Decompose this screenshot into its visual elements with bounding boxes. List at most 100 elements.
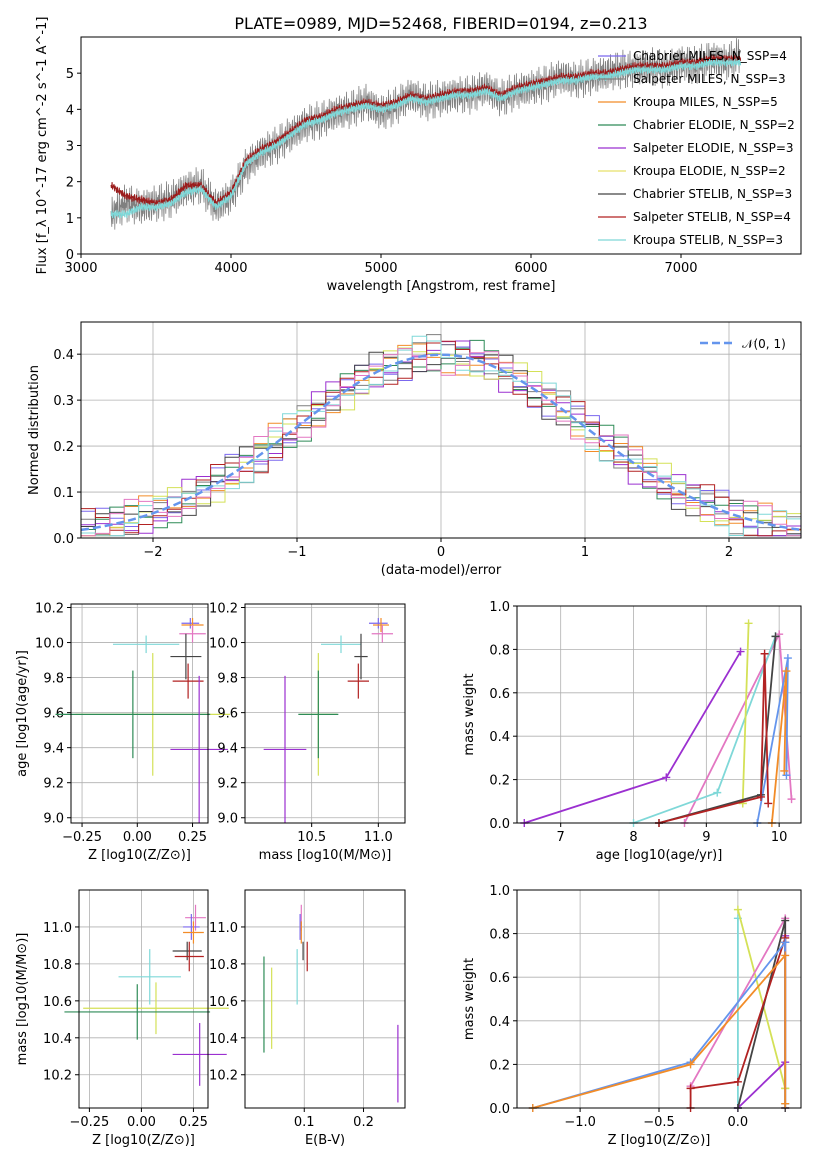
spectrum-line: [110, 57, 742, 219]
y-tick-label: 1.0: [489, 884, 510, 899]
x-axis-label: mass [log10(M/M⊙)]: [259, 848, 392, 863]
y-tick-label: 10.2: [209, 1069, 238, 1084]
x-axis-label: Z [log10(Z/Z⊙)]: [92, 1133, 195, 1148]
legend-label: Chabrier ELODIE, N_SSP=2: [633, 118, 795, 132]
y-tick-label: 0.6: [489, 971, 510, 986]
y-tick-label: 10.2: [35, 602, 64, 617]
y-tick-label: 10.8: [43, 958, 72, 973]
weight-line: [532, 952, 787, 1109]
y-tick-label: 9.4: [43, 742, 64, 757]
y-axis-label: mass weight: [462, 673, 477, 755]
legend-label: Chabrier MILES, N_SSP=4: [633, 49, 787, 63]
y-tick-label: 0.2: [489, 1058, 510, 1073]
weight-marker: [686, 1084, 695, 1093]
y-tick-label: 0.0: [489, 1102, 510, 1117]
y-tick-label: 4: [66, 103, 74, 118]
x-tick-label: 5000: [364, 261, 397, 276]
y-tick-label: 0.2: [489, 774, 510, 789]
legend-label: Kroupa STELIB, N_SSP=3: [633, 233, 783, 247]
y-tick-label: 9.6: [217, 707, 238, 722]
panel-2-axes: [67, 604, 208, 827]
y-tick-label: 0.3: [53, 394, 74, 409]
y-tick-label: 9.6: [43, 707, 64, 722]
y-tick-label: 0: [66, 248, 74, 263]
y-tick-label: 10.6: [209, 995, 238, 1010]
y-tick-label: 0.1: [53, 486, 74, 501]
chart-title: PLATE=0989, MJD=52468, FIBERID=0194, z=0…: [234, 14, 647, 33]
x-tick-label: −0.25: [69, 1115, 109, 1130]
y-tick-label: 0.4: [489, 730, 510, 745]
plot-frame: [80, 36, 802, 255]
x-axis-label: Z [log10(Z/Z⊙)]: [608, 1133, 711, 1148]
weight-marker: [780, 766, 789, 775]
y-tick-label: 0.0: [53, 532, 74, 547]
weight-marker: [783, 654, 792, 663]
normal-curve: [80, 353, 802, 532]
y-tick-label: 10.2: [43, 1069, 72, 1084]
plot-frame: [516, 605, 802, 824]
x-tick-label: 3000: [64, 261, 97, 276]
x-tick-label: 0: [437, 545, 445, 560]
histogram-series: [81, 348, 801, 537]
x-tick-label: 9: [702, 830, 710, 845]
x-tick-label: 1: [581, 545, 589, 560]
legend-label: Salpeter STELIB, N_SSP=4: [633, 210, 791, 224]
plot-frame: [244, 603, 406, 824]
y-axis-label: mass [log10(M/M⊙)]: [15, 933, 30, 1066]
x-tick-label: 7: [557, 830, 565, 845]
y-tick-label: 1: [66, 212, 74, 227]
weight-marker: [771, 632, 780, 641]
x-tick-label: 2: [725, 545, 733, 560]
x-tick-label: 0.25: [179, 1115, 208, 1130]
x-axis-label: (data-model)/error: [381, 563, 502, 578]
x-tick-label: 8: [629, 830, 637, 845]
y-tick-label: 5: [66, 67, 74, 82]
y-tick-label: 9.0: [217, 812, 238, 827]
panel-3-axes: [241, 604, 405, 827]
y-tick-label: 3: [66, 140, 74, 155]
weight-marker: [787, 795, 796, 804]
histogram-series: [81, 351, 801, 535]
x-tick-label: 4000: [214, 261, 247, 276]
y-tick-label: 0.4: [489, 1015, 510, 1030]
x-tick-label: 6000: [514, 261, 547, 276]
y-tick-label: 9.2: [43, 777, 64, 792]
plot-frame: [70, 603, 209, 824]
y-tick-label: 11.0: [209, 921, 238, 936]
y-tick-label: 10.4: [209, 1032, 238, 1047]
y-tick-label: 2: [66, 176, 74, 191]
x-tick-label: −1: [287, 545, 306, 560]
plot-frame: [78, 889, 209, 1109]
y-tick-label: 10.0: [209, 637, 238, 652]
x-tick-label: −2: [143, 545, 162, 560]
x-tick-label: 11.0: [364, 830, 393, 845]
y-tick-label: 9.2: [217, 777, 238, 792]
panel-0-axes: [77, 72, 682, 258]
x-tick-label: 10.5: [297, 830, 326, 845]
legend-label: 𝒩(0, 1): [742, 337, 786, 351]
weight-line: [633, 636, 777, 824]
weight-marker: [733, 905, 742, 914]
weight-marker: [781, 938, 790, 947]
x-axis-label: wavelength [Angstrom, rest frame]: [327, 279, 556, 294]
x-tick-label: 10: [771, 830, 788, 845]
weight-marker: [713, 788, 722, 797]
legend-label: Salpeter MILES, N_SSP=3: [633, 72, 786, 86]
spectrum-series: [110, 38, 742, 230]
x-tick-label: 0.1: [294, 1115, 315, 1130]
weight-marker: [733, 1077, 742, 1086]
weight-marker: [760, 649, 769, 658]
panel-6-axes: [241, 890, 405, 1112]
y-tick-label: 0.2: [53, 440, 74, 455]
legend-label: Kroupa MILES, N_SSP=5: [633, 95, 778, 109]
x-tick-label: −1.0: [564, 1115, 596, 1130]
legend-label: Chabrier STELIB, N_SSP=3: [633, 187, 792, 201]
spectrum-line: [110, 38, 741, 230]
x-tick-label: 0.0: [728, 1115, 749, 1130]
y-tick-label: 0.6: [489, 687, 510, 702]
legend-label: Salpeter ELODIE, N_SSP=3: [633, 141, 794, 155]
weight-marker: [756, 792, 765, 801]
y-tick-label: 0.8: [489, 928, 510, 943]
x-tick-label: 7000: [664, 261, 697, 276]
